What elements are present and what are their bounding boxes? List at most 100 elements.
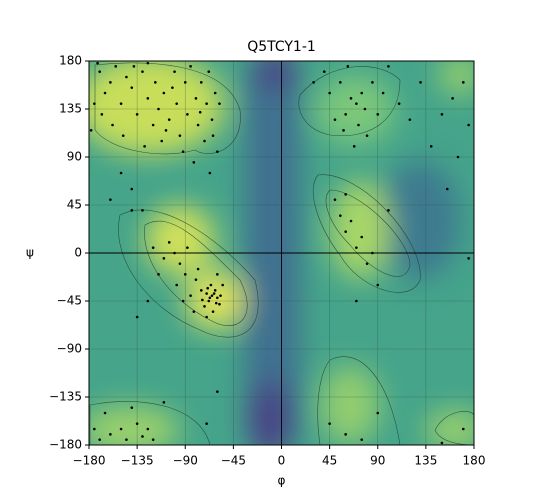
point [210,294,214,297]
point [199,81,203,84]
point [173,70,176,73]
point [207,70,211,73]
x-tick-label: 135 [414,454,437,468]
point [186,246,189,249]
point [349,219,353,223]
point [387,65,390,68]
point [201,298,204,302]
point [162,91,166,95]
point [141,70,144,73]
point [216,273,219,276]
point [175,283,178,287]
point [342,129,345,132]
point [198,110,202,114]
point [98,70,101,73]
y-tick-label: 45 [67,198,82,212]
point [96,61,99,65]
point [178,134,182,137]
x-tick-label: 90 [370,454,385,468]
point [467,257,470,260]
point [381,91,385,95]
point [352,145,356,148]
point [440,441,444,445]
point [178,262,182,265]
point [387,209,390,212]
point [121,134,125,137]
point [143,145,146,148]
point [216,150,219,153]
point [130,86,134,89]
point [103,411,107,415]
point [467,123,470,127]
point [151,123,155,127]
point [205,422,208,425]
point [462,81,465,84]
point [214,301,218,305]
density-background [89,61,474,445]
point [218,302,221,306]
x-tick-label: −90 [173,454,198,468]
point [376,283,380,287]
point [355,246,358,249]
point [151,246,155,249]
x-tick-label: −45 [221,454,246,468]
y-tick-label: −180 [49,438,82,452]
point [141,435,144,438]
point [186,113,189,116]
point [194,278,198,281]
x-tick-label: 180 [463,454,486,468]
point [445,187,449,191]
point [111,123,114,127]
point [164,129,168,132]
point [157,107,160,111]
point [181,150,185,153]
point [312,81,315,84]
point [114,65,118,68]
y-tick-label: 90 [67,150,82,164]
point [207,299,211,303]
point [109,81,112,84]
point [346,65,350,68]
x-axis-label: φ [278,474,286,488]
point [339,81,342,84]
point [419,81,422,84]
point [205,102,208,105]
point [371,251,374,255]
point [211,134,215,137]
point [167,118,171,121]
point [360,438,364,441]
point [181,299,185,303]
point [205,315,208,319]
point [344,433,347,436]
point [192,310,196,313]
point [119,171,123,175]
point [157,273,160,276]
point [194,97,198,100]
point [328,91,331,95]
point [183,273,187,276]
point [135,315,139,319]
point [100,113,104,116]
point [218,102,221,105]
point [357,123,360,127]
point [167,241,171,244]
point [429,145,433,148]
point [183,81,187,84]
point [339,214,342,217]
point [130,406,134,409]
point [219,294,222,297]
y-tick-label: 180 [59,54,82,68]
point [213,289,217,292]
x-tick-label: 0 [278,454,286,468]
chart-title: Q5TCY1-1 [247,39,316,55]
point [355,102,358,105]
point [125,75,128,79]
point [203,139,206,143]
point [355,299,358,303]
point [154,81,157,84]
point [349,97,353,100]
point [98,438,101,441]
point [216,296,219,300]
point [196,123,200,127]
points [89,61,470,445]
